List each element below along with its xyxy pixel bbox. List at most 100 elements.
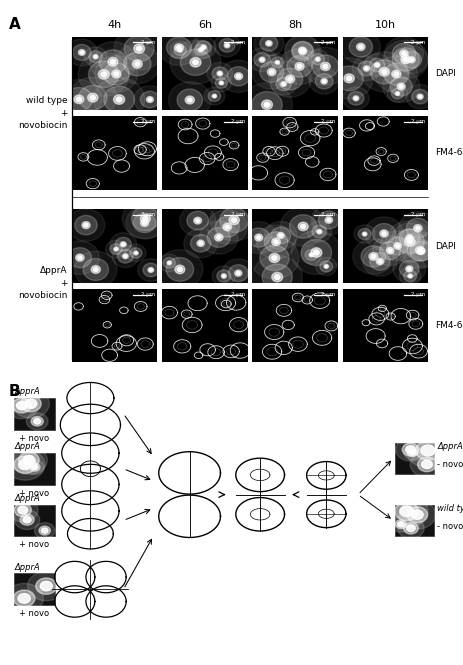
- Circle shape: [225, 44, 229, 47]
- Text: FM4-64: FM4-64: [435, 321, 463, 330]
- Circle shape: [223, 275, 225, 277]
- Circle shape: [116, 97, 122, 102]
- Circle shape: [407, 239, 432, 261]
- Circle shape: [27, 571, 65, 600]
- Circle shape: [80, 51, 83, 54]
- Bar: [394, 505, 434, 536]
- Circle shape: [324, 265, 329, 269]
- Circle shape: [407, 449, 418, 457]
- Circle shape: [361, 246, 386, 267]
- Circle shape: [371, 255, 375, 258]
- Circle shape: [123, 254, 128, 259]
- Circle shape: [383, 40, 428, 79]
- Circle shape: [418, 248, 422, 252]
- Circle shape: [166, 257, 194, 281]
- Circle shape: [384, 37, 423, 70]
- Circle shape: [272, 273, 283, 282]
- Circle shape: [374, 63, 380, 67]
- Text: 2 μm: 2 μm: [321, 39, 335, 45]
- Circle shape: [13, 590, 35, 607]
- Circle shape: [301, 50, 305, 53]
- Circle shape: [375, 56, 418, 92]
- Circle shape: [319, 211, 339, 229]
- Text: 2 μm: 2 μm: [141, 291, 155, 297]
- Circle shape: [315, 57, 320, 61]
- Circle shape: [312, 205, 346, 235]
- Circle shape: [305, 249, 318, 261]
- Circle shape: [193, 60, 198, 65]
- Circle shape: [373, 235, 407, 266]
- Circle shape: [220, 207, 249, 233]
- Circle shape: [407, 239, 413, 244]
- Circle shape: [210, 200, 258, 241]
- Circle shape: [178, 49, 182, 52]
- Circle shape: [279, 234, 282, 237]
- Circle shape: [394, 72, 399, 76]
- Circle shape: [392, 43, 416, 64]
- Circle shape: [353, 96, 359, 101]
- Circle shape: [254, 53, 270, 67]
- Circle shape: [56, 80, 102, 119]
- Circle shape: [163, 257, 175, 268]
- Circle shape: [317, 229, 322, 234]
- Circle shape: [311, 53, 325, 65]
- Circle shape: [167, 261, 171, 265]
- Text: + novo: + novo: [19, 609, 50, 618]
- Circle shape: [396, 244, 400, 247]
- Circle shape: [248, 48, 276, 72]
- Circle shape: [299, 48, 307, 55]
- Circle shape: [402, 51, 421, 68]
- Circle shape: [174, 45, 186, 55]
- Circle shape: [220, 60, 257, 92]
- Circle shape: [400, 261, 419, 277]
- Circle shape: [177, 267, 182, 271]
- Circle shape: [180, 205, 216, 236]
- Text: 10h: 10h: [375, 20, 396, 30]
- Circle shape: [282, 83, 285, 85]
- Circle shape: [150, 269, 152, 271]
- Circle shape: [397, 83, 405, 90]
- Circle shape: [409, 275, 411, 277]
- Circle shape: [398, 522, 404, 527]
- Circle shape: [402, 52, 406, 55]
- Circle shape: [349, 37, 373, 57]
- Circle shape: [365, 67, 368, 70]
- Circle shape: [114, 72, 119, 76]
- Circle shape: [194, 44, 207, 55]
- Circle shape: [408, 236, 412, 239]
- Circle shape: [323, 65, 328, 68]
- Circle shape: [291, 231, 342, 275]
- Circle shape: [307, 50, 329, 68]
- Circle shape: [196, 219, 200, 222]
- Circle shape: [219, 72, 221, 74]
- Circle shape: [393, 255, 425, 283]
- Circle shape: [114, 45, 160, 84]
- Circle shape: [148, 267, 154, 273]
- Circle shape: [76, 97, 81, 102]
- Circle shape: [131, 207, 159, 231]
- Circle shape: [5, 392, 38, 419]
- Circle shape: [235, 270, 242, 276]
- Circle shape: [93, 55, 98, 59]
- Text: 2 μm: 2 μm: [412, 212, 425, 217]
- Circle shape: [284, 35, 321, 67]
- Circle shape: [94, 56, 97, 58]
- Circle shape: [91, 265, 100, 273]
- Circle shape: [187, 211, 208, 230]
- Circle shape: [215, 78, 227, 88]
- Circle shape: [286, 75, 294, 83]
- Circle shape: [215, 234, 223, 241]
- Circle shape: [254, 31, 284, 57]
- Circle shape: [323, 80, 326, 82]
- Circle shape: [412, 89, 429, 104]
- Circle shape: [98, 70, 109, 79]
- Circle shape: [175, 265, 185, 274]
- Text: A: A: [9, 17, 21, 32]
- Circle shape: [220, 82, 222, 84]
- Circle shape: [112, 245, 138, 267]
- Circle shape: [250, 237, 299, 279]
- Circle shape: [114, 247, 118, 251]
- Circle shape: [312, 225, 327, 238]
- Circle shape: [419, 249, 423, 253]
- Circle shape: [363, 233, 366, 235]
